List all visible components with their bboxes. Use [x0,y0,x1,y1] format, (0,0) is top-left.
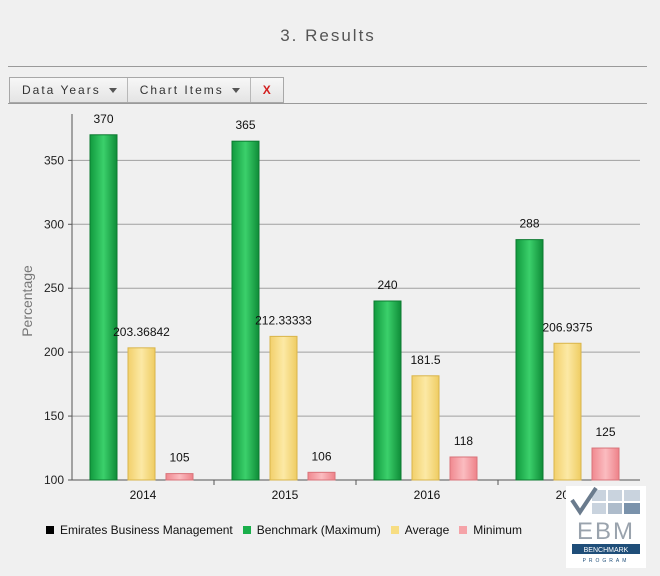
chart-items-dropdown[interactable]: Chart Items [127,78,251,102]
x-tick-label: 2014 [130,488,157,502]
bar-chart: 100 150 200 250 300 350 Percentage 370 203.36842… [19,112,640,502]
bar[interactable] [515,239,544,481]
legend-label: Benchmark (Maximum) [256,523,381,537]
data-label: 212.33333 [255,313,312,327]
data-years-dropdown[interactable]: Data Years [10,78,128,102]
data-label: 105 [169,451,189,465]
x-tick-label: 2015 [272,488,299,502]
data-label: 203.36842 [113,325,170,339]
data-years-label: Data Years [22,83,101,97]
bar[interactable] [165,473,194,481]
data-label: 240 [377,278,397,292]
data-label: 206.9375 [542,320,592,334]
y-tick-label: 350 [44,153,64,167]
legend-item[interactable]: Emirates Business Management [46,523,233,537]
toolbar-divider [8,103,647,104]
legend-label: Emirates Business Management [60,523,233,537]
legend-swatch [390,526,399,534]
bar[interactable] [89,134,118,481]
x-tick-label: 2016 [414,488,441,502]
y-tick-label: 300 [44,217,64,231]
data-label: 181.5 [410,353,440,367]
y-tick-label: 150 [44,409,64,423]
data-label: 106 [311,449,331,463]
svg-text:PROGRAM: PROGRAM [583,558,630,564]
legend-swatch [46,526,54,534]
legend-label: Average [404,523,450,537]
svg-text:BENCHMARK: BENCHMARK [584,547,629,554]
y-tick-label: 100 [44,473,64,487]
bar[interactable] [127,347,156,481]
bar[interactable] [373,300,402,481]
data-label: 370 [93,112,113,126]
svg-text:EBM: EBM [577,518,635,545]
data-label: 288 [519,217,539,231]
bar[interactable] [591,447,620,481]
chart-toolbar: Data Years Chart Items X [9,77,284,103]
bar[interactable] [553,342,582,481]
y-tick-label: 250 [44,281,64,295]
y-tick-label: 200 [44,345,64,359]
bar[interactable] [231,140,260,481]
data-label: 118 [454,434,473,448]
ebm-logo-graphic: EBM BENCHMARK PROGRAM [570,486,640,564]
legend-item[interactable]: Average [390,523,450,537]
bar[interactable] [411,375,440,481]
chart-legend: Emirates Business Management Benchmark (… [46,523,522,537]
bar[interactable] [307,471,336,481]
chart-items-label: Chart Items [139,83,224,97]
legend-swatch [459,526,468,534]
chevron-down-icon [108,87,117,93]
data-label: 125 [595,425,615,439]
legend-label: Minimum [473,523,522,537]
chevron-down-icon [231,87,240,93]
close-button[interactable]: X [250,78,283,102]
bar[interactable] [269,335,298,481]
bar[interactable] [449,456,478,481]
ebm-logo: EBM BENCHMARK PROGRAM [566,486,646,568]
y-axis-title: Percentage [19,265,35,337]
page-title: 3. Results [280,26,376,45]
legend-item[interactable]: Minimum [459,523,522,537]
legend-item[interactable]: Benchmark (Maximum) [242,523,381,537]
title-divider [8,66,647,67]
legend-swatch [242,526,251,534]
data-label: 365 [235,118,255,132]
